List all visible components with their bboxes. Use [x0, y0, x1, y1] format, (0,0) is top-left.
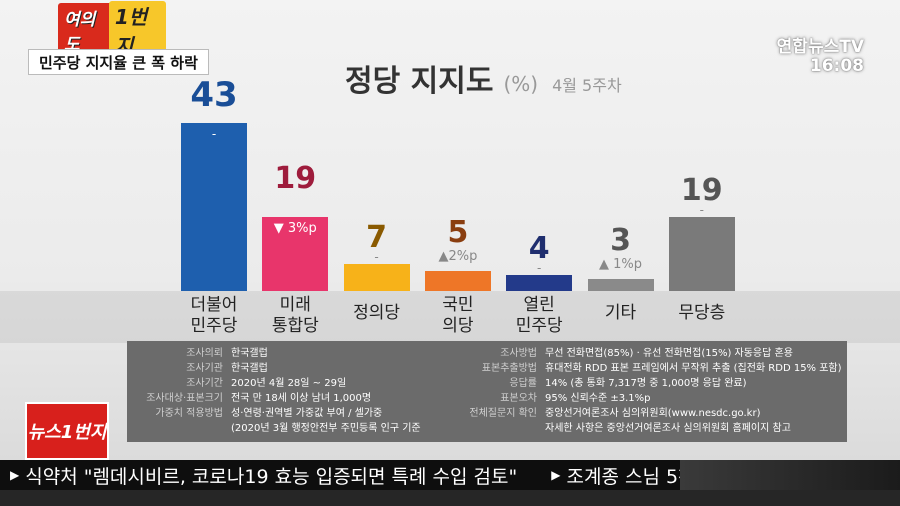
info-value: 자세한 사항은 중앙선거여론조사 심의위원회 홈페이지 참고	[545, 423, 791, 434]
info-row: 조사방법 무선 전화면접(85%) · 유선 전화면접(15%) 자동응답 혼용	[457, 347, 793, 360]
info-row: 조사기간 2020년 4월 28일 ~ 29일	[131, 377, 346, 390]
info-key: 조사기간	[186, 378, 223, 389]
chart-unit: (%)	[503, 72, 539, 96]
ticker-item: ▶ 식약처 "렘데시비르, 코로나19 효능 입증되면 특례 수입 검토"	[0, 462, 517, 489]
info-row: 가중치 적용방법 성·연령·권역별 가중값 부여 / 셀가중	[131, 407, 382, 420]
info-row: 표본오차 95% 신뢰수준 ±3.1%p	[457, 392, 651, 405]
info-key: 조사의뢰	[186, 348, 223, 359]
news-logo: 뉴스1번지	[25, 402, 109, 460]
headline-caption: 민주당 지지율 큰 폭 하락	[28, 49, 209, 75]
ticker-overlay	[680, 460, 900, 490]
info-row: 자세한 사항은 중앙선거여론조사 심의위원회 홈페이지 참고	[457, 422, 791, 435]
info-key: 표본오차	[500, 393, 537, 404]
chart-title-text: 정당 지지도	[345, 64, 494, 99]
chart-title: 정당 지지도 (%) 4월 5주차	[345, 56, 622, 100]
info-value: 95% 신뢰수준 ±3.1%p	[545, 393, 651, 404]
ticker-arrow-icon: ▶	[551, 468, 561, 482]
bar-value-label: 4	[528, 231, 550, 267]
bar-change-label: -	[374, 249, 379, 264]
bar-value-label: 3	[610, 223, 631, 259]
bar-value-label: 19	[680, 172, 723, 208]
bar-change-label: -	[211, 126, 217, 141]
info-value: 전국 만 18세 이상 남녀 1,000명	[231, 393, 372, 404]
info-key: 표본추출방법	[481, 363, 537, 374]
info-value: 휴대전화 RDD 표본 프레임에서 무작위 추출 (집전화 RDD 15% 포함…	[545, 363, 842, 374]
program-logo: 여의도 1번지	[58, 1, 166, 59]
program-logo-part1: 여의도	[58, 3, 112, 57]
info-row: 응답률 14% (총 통화 7,317명 중 1,000명 응답 완료)	[457, 377, 747, 390]
bar-change-label: ▼ 3%p	[273, 220, 317, 236]
survey-info-box: 조사의뢰 한국갤럽 조사기관 한국갤럽 조사기간 2020년 4월 28일 ~ 29일 조사…	[127, 341, 847, 442]
info-row: 조사기관 한국갤럽	[131, 362, 268, 375]
info-value: 한국갤럽	[231, 363, 268, 374]
info-row: 조사의뢰 한국갤럽	[131, 347, 268, 360]
bar	[343, 263, 410, 291]
bottom-strip	[0, 490, 900, 506]
bar-change-label: -	[699, 202, 704, 217]
chart-baseline-band	[0, 291, 900, 343]
bar-change-label: ▲ 1%p	[598, 257, 642, 273]
info-row: (2020년 3월 행정안전부 주민등록 인구 기준	[131, 422, 421, 435]
broadcaster-logo: 연합뉴스TV	[776, 37, 864, 57]
bar	[668, 216, 735, 291]
info-value: 중앙선거여론조사 심의위원회(www.nesdc.go.kr)	[545, 408, 761, 419]
bar	[506, 275, 573, 291]
info-value: (2020년 3월 행정안전부 주민등록 인구 기준	[231, 423, 421, 434]
info-key: 전체질문지 확인	[469, 408, 537, 419]
info-key	[457, 422, 537, 435]
info-row: 표본추출방법 휴대전화 RDD 표본 프레임에서 무작위 추출 (집전화 RDD …	[457, 362, 842, 375]
info-value: 14% (총 통화 7,317명 중 1,000명 응답 완료)	[545, 378, 747, 389]
bar-value-label: 43	[190, 74, 238, 115]
bar	[181, 122, 247, 291]
bar	[587, 279, 654, 291]
bar-value-label: 5	[447, 215, 469, 251]
bar	[262, 216, 329, 291]
info-key: 가중치 적용방법	[155, 408, 223, 419]
bar-value-label: 7	[366, 219, 388, 255]
info-key: 조사대상·표본크기	[146, 393, 223, 404]
ticker-item: ▶ 조계종 스님 5천	[541, 462, 695, 489]
info-value: 2020년 4월 28일 ~ 29일	[231, 378, 347, 389]
bar-value-label: 19	[274, 160, 317, 196]
ticker-item-text: 조계종 스님 5천	[566, 465, 696, 488]
ticker-item-text: 식약처 "렘데시비르, 코로나19 효능 입증되면 특례 수입 검토"	[25, 465, 518, 488]
info-value: 성·연령·권역별 가중값 부여 / 셀가중	[231, 408, 383, 419]
bar-change-label: ▲2%p	[438, 249, 478, 265]
ticker-arrow-icon: ▶	[10, 468, 20, 482]
info-key: 조사방법	[500, 348, 537, 359]
info-row: 전체질문지 확인 중앙선거여론조사 심의위원회(www.nesdc.go.kr)	[457, 407, 760, 420]
info-key	[131, 422, 223, 435]
news-ticker: ▶ 식약처 "렘데시비르, 코로나19 효능 입증되면 특례 수입 검토" ▶ …	[0, 460, 900, 490]
clock: 16:08	[809, 56, 864, 76]
info-row: 조사대상·표본크기 전국 만 18세 이상 남녀 1,000명	[131, 392, 371, 405]
chart-period: 4월 5주차	[552, 76, 622, 95]
info-key: 조사기관	[186, 363, 223, 374]
info-key: 응답률	[509, 378, 537, 389]
bar-change-label: -	[537, 261, 542, 276]
info-value: 한국갤럽	[231, 348, 268, 359]
info-value: 무선 전화면접(85%) · 유선 전화면접(15%) 자동응답 혼용	[545, 348, 793, 359]
bar	[424, 271, 491, 291]
